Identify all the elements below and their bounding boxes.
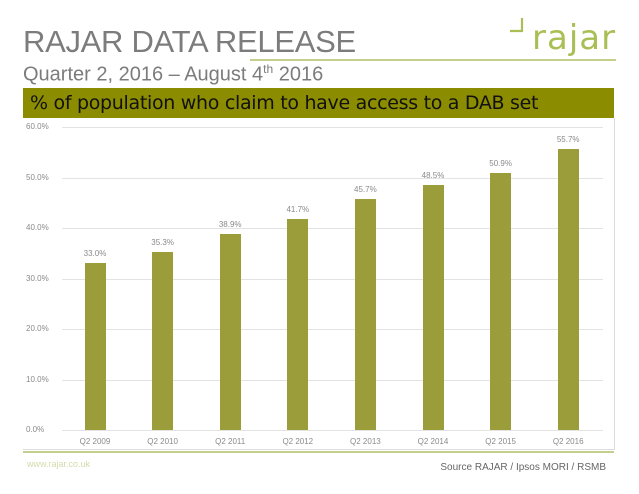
y-axis-tick-label: 50.0% — [26, 172, 49, 182]
bar — [557, 148, 579, 430]
website-link[interactable]: www.rajar.co.uk — [27, 459, 91, 469]
bar-value-label: 41.7% — [286, 205, 310, 215]
source-note: Source RAJAR / Ipsos MORI / RSMB — [440, 462, 606, 473]
x-axis-category-label: Q2 2015 — [485, 437, 516, 446]
subtitle-year: 2016 — [273, 63, 324, 86]
bar-value-label: 45.7% — [354, 185, 377, 195]
x-axis-category-label: Q2 2009 — [79, 437, 111, 446]
bar — [287, 219, 309, 430]
chart-title: % of population who claim to have access… — [30, 92, 539, 114]
x-axis-category-label: Q2 2010 — [147, 437, 178, 446]
gridline — [62, 127, 603, 128]
bar-value-label: 55.7% — [556, 134, 580, 144]
chart-title-banner: % of population who claim to have access… — [23, 88, 614, 118]
bar-value-label: 38.9% — [218, 219, 242, 229]
gridline — [62, 278, 603, 280]
y-axis-tick-label: 60.0% — [26, 122, 49, 131]
bar — [422, 185, 444, 430]
bar-value-label: 33.0% — [83, 249, 107, 259]
rajar-logo: rajar — [508, 12, 628, 58]
chart-area — [23, 118, 615, 450]
bar — [152, 251, 174, 430]
y-axis-tick-label: 20.0% — [26, 324, 49, 333]
bar — [219, 233, 241, 430]
x-axis-category-label: Q2 2013 — [350, 437, 381, 446]
x-axis-category-label: Q2 2012 — [282, 437, 314, 446]
header-divider — [250, 59, 616, 61]
gridline — [62, 379, 603, 381]
x-axis-category-label: Q2 2014 — [417, 437, 449, 446]
y-axis-tick-label: 30.0% — [26, 273, 49, 283]
logo-wordmark: rajar — [532, 18, 617, 58]
gridline — [62, 329, 603, 330]
gridline — [62, 177, 603, 179]
bar-value-label: 50.9% — [489, 158, 512, 168]
bar-value-label: 35.3% — [151, 237, 174, 247]
bar — [490, 172, 512, 430]
subtitle-superscript: th — [263, 62, 274, 76]
y-axis-tick-label: 0.0% — [26, 425, 45, 434]
bar-value-label: 48.5% — [421, 171, 445, 181]
x-axis-category-label: Q2 2016 — [552, 437, 584, 446]
bar — [354, 199, 376, 430]
subtitle-text: Quarter 2, 2016 – August 4 — [23, 63, 264, 86]
logo-mark-icon — [510, 18, 524, 33]
gridline — [62, 228, 603, 229]
footer-divider — [23, 451, 614, 453]
page-title: RAJAR DATA RELEASE — [23, 24, 356, 59]
x-axis-category-label: Q2 2011 — [215, 437, 246, 446]
gridline — [62, 430, 603, 431]
bar — [84, 263, 106, 430]
page-subtitle: Quarter 2, 2016 – August 4th 2016 — [23, 62, 323, 87]
y-axis-tick-label: 10.0% — [26, 374, 49, 384]
y-axis-tick-label: 40.0% — [26, 223, 49, 232]
